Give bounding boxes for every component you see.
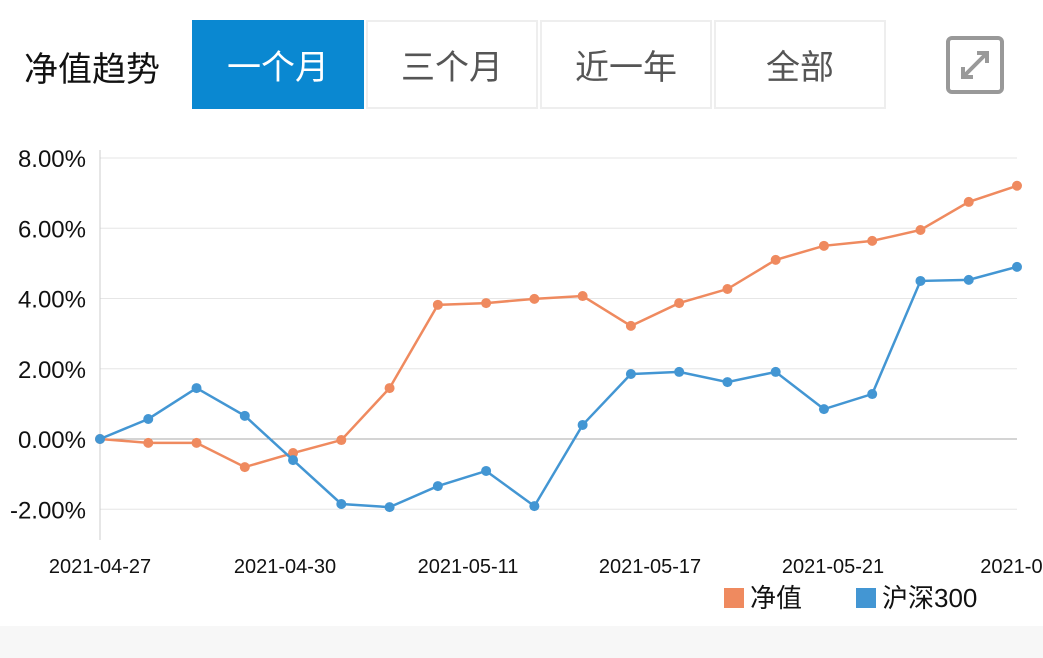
data-point <box>963 196 974 207</box>
x-tick-label: 2021-05 <box>980 556 1043 578</box>
y-tick-label: 4.00% <box>18 287 86 314</box>
legend-label: 沪深300 <box>882 583 977 613</box>
data-point <box>481 298 492 309</box>
data-point <box>577 291 588 302</box>
data-point <box>818 404 829 415</box>
data-point <box>191 383 202 394</box>
data-point <box>336 498 347 509</box>
y-tick-label: 2.00% <box>18 357 86 384</box>
data-point <box>95 434 105 444</box>
page-title: 净值趋势 <box>24 50 160 90</box>
tab-one-month[interactable]: 一个月 <box>192 20 364 109</box>
data-point <box>674 298 685 309</box>
data-point <box>191 437 202 448</box>
data-point <box>1012 180 1022 191</box>
data-point <box>770 366 781 377</box>
legend-label: 净值 <box>750 583 802 613</box>
data-point <box>722 377 733 388</box>
data-point <box>143 437 154 448</box>
data-point <box>529 293 540 304</box>
x-tick-label: 2021-05-21 <box>782 556 884 578</box>
data-point <box>915 275 926 286</box>
data-point <box>867 389 878 400</box>
y-tick-label: 6.00% <box>18 216 86 243</box>
data-point <box>915 225 926 236</box>
footer-bar <box>0 626 1043 658</box>
tab-three-months[interactable]: 三个月 <box>366 20 538 109</box>
data-point <box>963 274 974 285</box>
line-chart: 8.00% 6.00% 4.00% 2.00% 0.00% -2.00% 2021-04-2… <box>10 146 1043 613</box>
data-point <box>432 481 443 492</box>
data-point <box>288 448 299 459</box>
data-point <box>143 413 154 424</box>
x-tick-label: 2021-05-11 <box>418 556 519 578</box>
data-point <box>867 235 878 246</box>
y-tick-label: 0.00% <box>18 427 86 454</box>
data-point <box>432 299 443 310</box>
data-point <box>384 383 395 394</box>
y-tick-label: 8.00% <box>18 146 86 173</box>
legend-swatch <box>724 588 744 608</box>
series-line-0 <box>99 184 1018 469</box>
data-point <box>577 419 588 430</box>
y-tick-label: -2.00% <box>10 497 86 524</box>
data-point <box>384 502 395 513</box>
data-point <box>1012 261 1022 272</box>
data-point <box>770 254 781 265</box>
series-line-1 <box>99 265 1018 509</box>
period-tabs: 一个月 三个月 近一年 全部 <box>192 20 888 109</box>
x-tick-label: 2021-05-17 <box>599 556 701 578</box>
data-point <box>481 465 492 476</box>
data-point <box>674 366 685 377</box>
data-point <box>239 462 250 473</box>
data-point <box>288 455 299 466</box>
tab-all[interactable]: 全部 <box>714 20 886 109</box>
data-point <box>818 240 829 251</box>
x-tick-label: 2021-04-30 <box>234 556 336 578</box>
data-point <box>722 284 733 295</box>
data-point <box>625 369 636 380</box>
x-tick-label: 2021-04-27 <box>49 556 151 578</box>
data-point <box>239 410 250 421</box>
tab-one-year[interactable]: 近一年 <box>540 20 712 109</box>
data-point <box>336 435 347 446</box>
data-point <box>625 320 636 331</box>
legend-swatch <box>856 588 876 608</box>
expand-icon[interactable] <box>945 35 1005 95</box>
data-point <box>529 501 540 512</box>
